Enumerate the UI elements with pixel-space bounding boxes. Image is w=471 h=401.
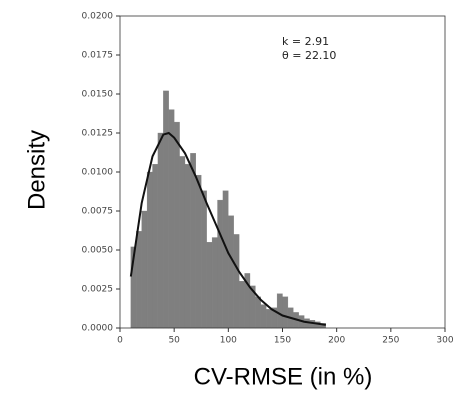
y-tick-label: 0.0075 — [82, 207, 114, 217]
x-tick-label: 0 — [117, 336, 123, 346]
bar — [239, 281, 245, 329]
bar — [157, 132, 164, 329]
bar — [228, 215, 234, 329]
x-tick-label: 250 — [382, 336, 399, 346]
bar — [211, 237, 218, 329]
y-axis-label: Density — [23, 130, 50, 210]
annotation: k = 2.91 — [282, 35, 329, 48]
bar — [255, 296, 261, 329]
x-axis-label: CV-RMSE (in %) — [194, 363, 373, 390]
bar — [163, 90, 169, 329]
bar — [179, 156, 186, 329]
bar — [168, 109, 175, 329]
y-tick-label: 0.0175 — [82, 51, 114, 61]
y-tick-label: 0.0050 — [82, 246, 114, 256]
bar — [217, 199, 224, 329]
bar — [184, 164, 191, 329]
y-tick-label: 0.0200 — [82, 12, 114, 22]
x-tick-label: 50 — [168, 336, 180, 346]
x-tick-label: 200 — [328, 336, 345, 346]
bar — [146, 171, 153, 329]
fit-curve — [129, 131, 326, 326]
bar — [136, 231, 142, 329]
bar — [282, 296, 289, 329]
bar — [266, 309, 272, 329]
bar — [141, 210, 148, 329]
y-tick-label: 0.0100 — [82, 168, 114, 178]
bar — [174, 121, 180, 329]
y-tick-label: 0.0025 — [82, 285, 114, 295]
y-tick-label: 0.0125 — [82, 129, 114, 139]
x-tick-label: 150 — [274, 336, 291, 346]
x-tick-label: 300 — [436, 336, 453, 346]
bar — [260, 304, 267, 329]
bar — [276, 293, 283, 329]
bar — [195, 174, 202, 329]
bar — [190, 153, 196, 329]
bar — [201, 190, 207, 329]
annotation: θ = 22.10 — [282, 49, 336, 62]
x-tick-label: 100 — [220, 336, 237, 346]
y-tick-label: 0.0000 — [82, 324, 114, 334]
y-tick-label: 0.0150 — [82, 90, 114, 100]
bar — [233, 234, 240, 329]
bar — [222, 190, 229, 329]
bar — [152, 164, 159, 329]
bar — [206, 242, 213, 329]
